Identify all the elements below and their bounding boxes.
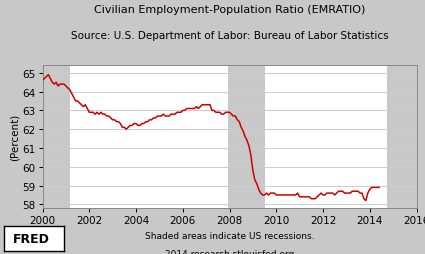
Bar bbox=[228, 66, 265, 208]
Text: Shaded areas indicate US recessions.: Shaded areas indicate US recessions. bbox=[145, 231, 314, 240]
Text: 2014 research.stlouisfed.org: 2014 research.stlouisfed.org bbox=[165, 249, 294, 254]
Bar bbox=[387, 66, 416, 208]
Text: FRED: FRED bbox=[13, 232, 50, 245]
Y-axis label: (Percent): (Percent) bbox=[9, 114, 20, 161]
Text: Source: U.S. Department of Labor: Bureau of Labor Statistics: Source: U.S. Department of Labor: Bureau… bbox=[71, 30, 388, 40]
Bar bbox=[42, 66, 70, 208]
Text: Civilian Employment-Population Ratio (EMRATIO): Civilian Employment-Population Ratio (EM… bbox=[94, 5, 365, 15]
